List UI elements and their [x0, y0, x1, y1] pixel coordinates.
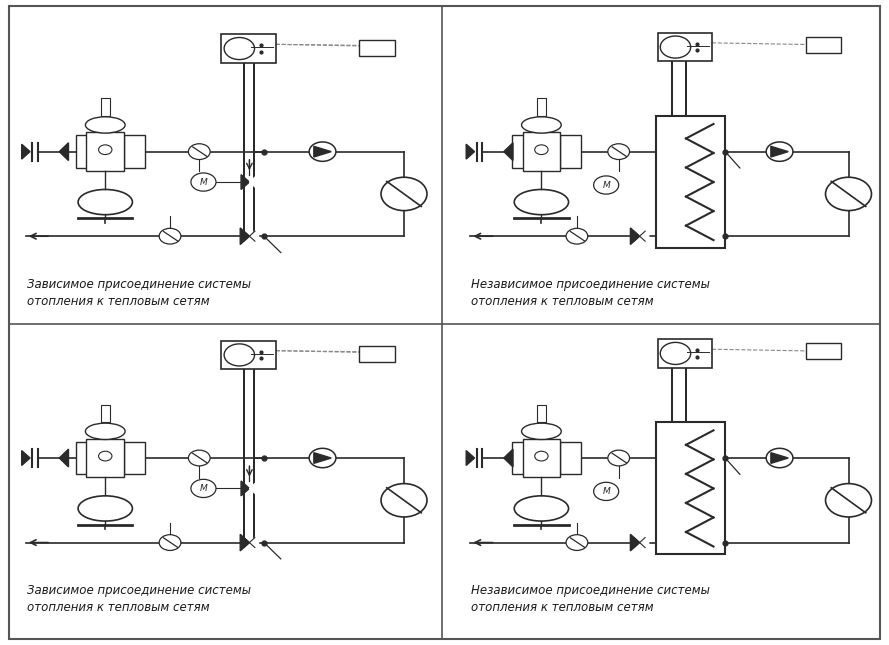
Circle shape [99, 451, 112, 461]
Polygon shape [250, 228, 259, 244]
Circle shape [566, 535, 588, 550]
Bar [658, 339, 712, 368]
Circle shape [159, 535, 180, 550]
Text: M: M [199, 484, 207, 493]
Bar [101, 98, 110, 116]
Ellipse shape [78, 190, 132, 215]
Polygon shape [314, 453, 332, 463]
Polygon shape [466, 451, 475, 466]
Text: Независимое присоединение системы
отопления к тепловым сетям: Независимое присоединение системы отопле… [471, 277, 710, 308]
Polygon shape [250, 534, 259, 551]
Bar [359, 346, 395, 362]
Polygon shape [21, 144, 30, 159]
Circle shape [826, 484, 871, 517]
Circle shape [191, 173, 216, 191]
Circle shape [99, 145, 112, 155]
Circle shape [159, 228, 180, 244]
Circle shape [188, 450, 210, 466]
Ellipse shape [85, 117, 125, 133]
Polygon shape [250, 481, 258, 496]
Polygon shape [771, 146, 789, 157]
Polygon shape [60, 449, 68, 467]
Circle shape [766, 142, 793, 161]
Bar [523, 132, 560, 171]
Bar [124, 442, 145, 474]
Ellipse shape [522, 117, 561, 133]
Polygon shape [21, 451, 30, 466]
Polygon shape [639, 228, 649, 244]
Circle shape [224, 344, 254, 366]
Polygon shape [60, 143, 68, 161]
Circle shape [534, 145, 549, 155]
Bar [805, 343, 841, 359]
Circle shape [381, 177, 427, 210]
Circle shape [309, 448, 336, 468]
Circle shape [608, 450, 629, 466]
Circle shape [309, 142, 336, 161]
Polygon shape [639, 534, 649, 551]
Bar [512, 135, 533, 168]
Bar [656, 422, 725, 555]
Text: M: M [602, 487, 610, 496]
Bar [523, 439, 560, 477]
Bar [560, 135, 581, 168]
Polygon shape [630, 228, 639, 244]
Polygon shape [466, 144, 475, 159]
Polygon shape [630, 534, 639, 551]
Circle shape [191, 479, 216, 497]
Ellipse shape [514, 190, 569, 215]
Bar [86, 439, 124, 477]
Circle shape [594, 176, 619, 194]
Text: M: M [199, 177, 207, 186]
Ellipse shape [514, 496, 569, 521]
Ellipse shape [85, 423, 125, 439]
Bar [221, 341, 276, 369]
Circle shape [826, 177, 871, 210]
Ellipse shape [78, 496, 132, 521]
Polygon shape [504, 449, 513, 467]
Bar [512, 442, 533, 474]
Circle shape [661, 36, 691, 58]
Circle shape [381, 484, 427, 517]
Polygon shape [241, 175, 250, 190]
Bar [805, 37, 841, 53]
Circle shape [661, 342, 691, 364]
Bar [658, 33, 712, 61]
Bar [537, 98, 547, 116]
Polygon shape [240, 228, 250, 244]
Polygon shape [241, 481, 250, 496]
Ellipse shape [522, 423, 561, 439]
Circle shape [566, 228, 588, 244]
Bar [86, 132, 124, 171]
Circle shape [608, 144, 629, 159]
Circle shape [594, 482, 619, 501]
Text: Независимое присоединение системы
отопления к тепловым сетям: Независимое присоединение системы отопле… [471, 584, 710, 614]
Circle shape [534, 451, 549, 461]
Bar [656, 116, 725, 248]
Circle shape [188, 144, 210, 159]
Bar [101, 404, 110, 422]
Polygon shape [504, 143, 513, 161]
Circle shape [224, 37, 254, 59]
Bar [124, 135, 145, 168]
Text: Зависимое присоединение системы
отопления к тепловым сетям: Зависимое присоединение системы отоплени… [27, 584, 251, 614]
Text: M: M [602, 181, 610, 190]
Bar [221, 34, 276, 63]
Text: Зависимое присоединение системы
отопления к тепловым сетям: Зависимое присоединение системы отоплени… [27, 277, 251, 308]
Circle shape [766, 448, 793, 468]
Bar [76, 442, 97, 474]
Polygon shape [314, 146, 332, 157]
Polygon shape [771, 453, 789, 463]
Polygon shape [240, 534, 250, 551]
Bar [537, 404, 547, 422]
Bar [359, 39, 395, 56]
Bar [76, 135, 97, 168]
Bar [560, 442, 581, 474]
Polygon shape [250, 175, 258, 190]
